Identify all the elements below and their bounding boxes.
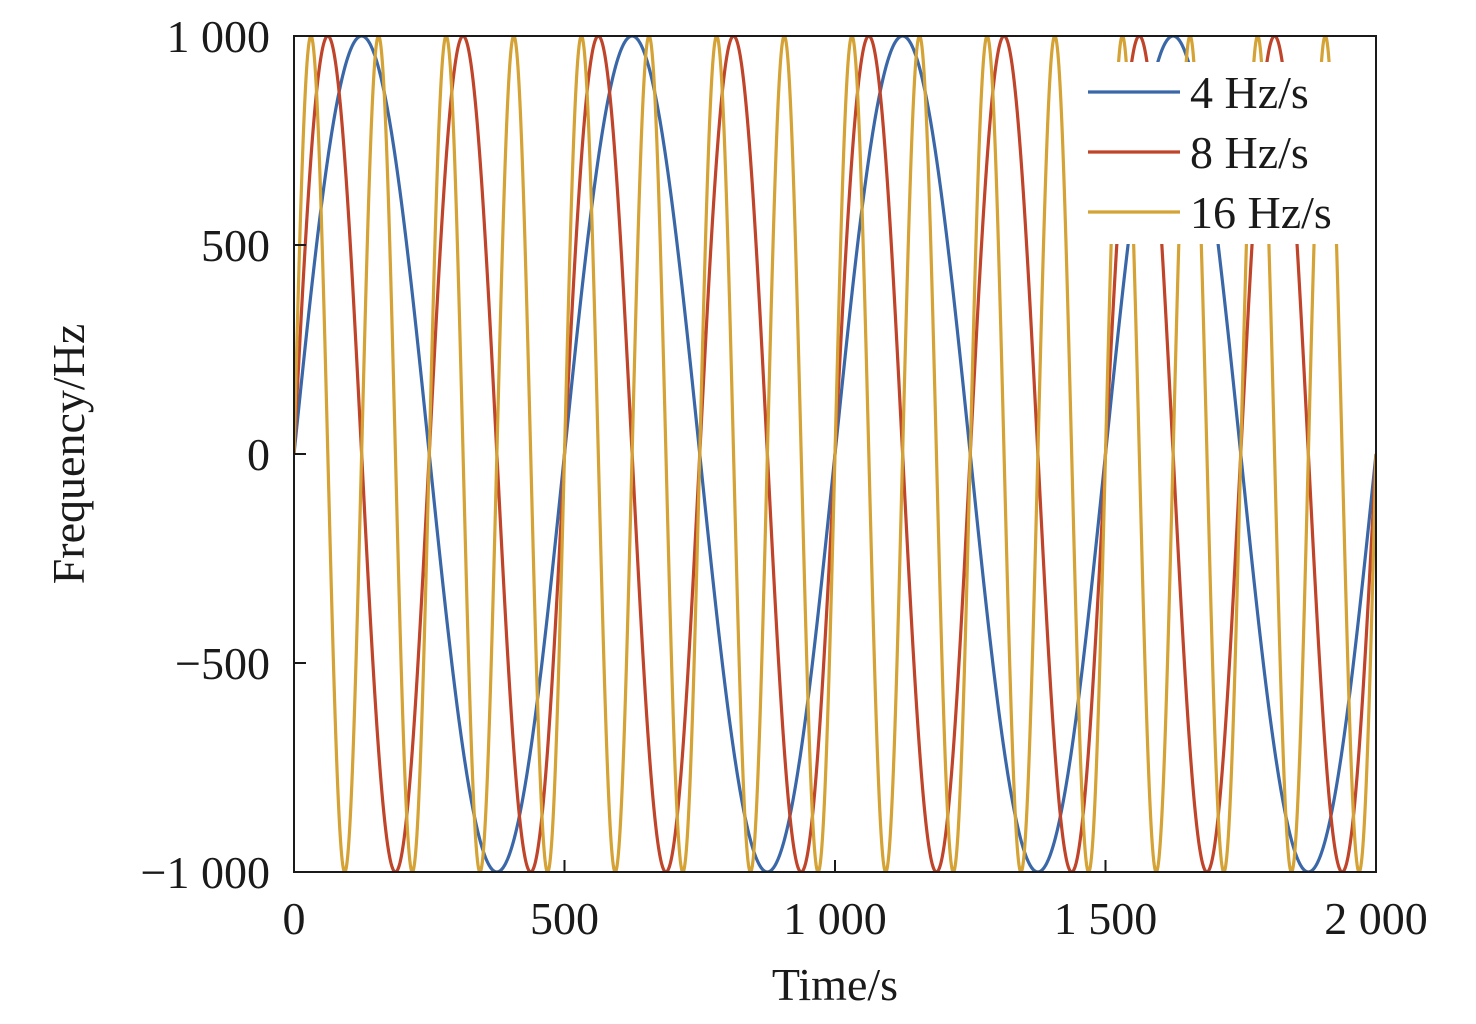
x-axis-title: Time/s <box>772 959 898 1010</box>
x-tick-label: 1 000 <box>783 893 887 944</box>
x-tick-label: 1 500 <box>1054 893 1158 944</box>
x-axis: 0 500 1 000 1 500 2 000 <box>283 860 1428 944</box>
x-tick-label: 2 000 <box>1324 893 1428 944</box>
y-axis-title: Frequency/Hz <box>43 324 94 585</box>
y-tick-label: −500 <box>175 638 270 689</box>
legend: 4 Hz/s 8 Hz/s 16 Hz/s <box>1082 62 1372 244</box>
x-tick-label: 500 <box>530 893 599 944</box>
y-tick-label: 1 000 <box>167 11 271 62</box>
legend-label: 8 Hz/s <box>1190 127 1309 178</box>
y-tick-label: 500 <box>201 220 270 271</box>
y-tick-label: 0 <box>247 429 270 480</box>
legend-label: 16 Hz/s <box>1190 187 1332 238</box>
y-axis: −1 000 −500 0 500 1 000 <box>141 11 306 898</box>
y-tick-label: −1 000 <box>141 847 270 898</box>
x-tick-label: 0 <box>283 893 306 944</box>
legend-label: 4 Hz/s <box>1190 67 1309 118</box>
